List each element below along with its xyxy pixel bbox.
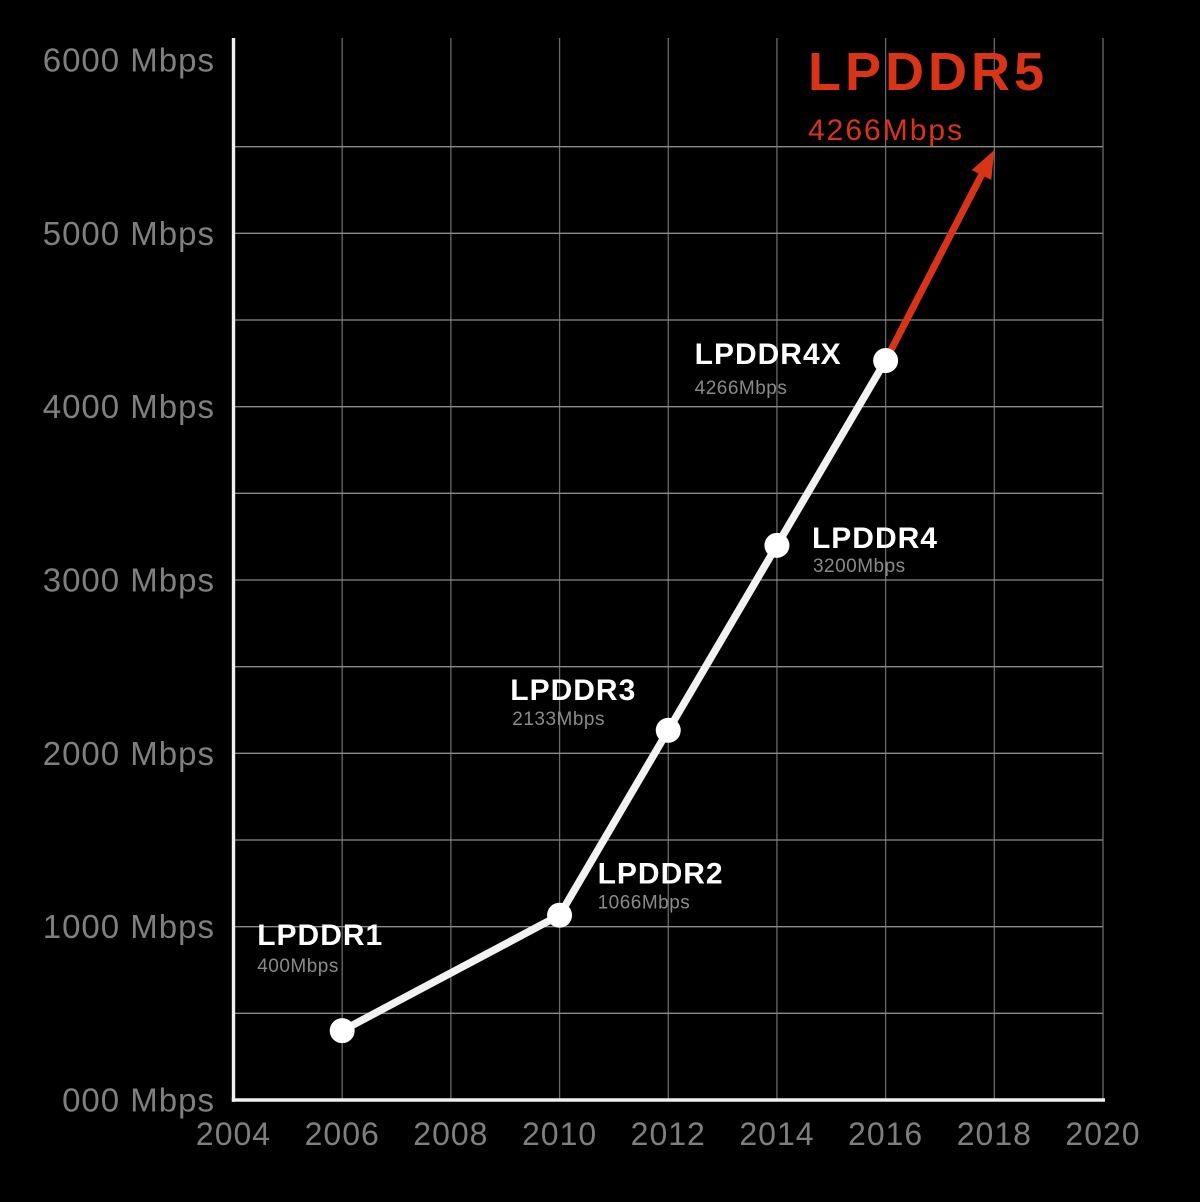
point-label: LPDDR1 bbox=[257, 919, 383, 952]
data-point-marker bbox=[655, 717, 681, 743]
point-label: LPDDR2 bbox=[598, 858, 724, 891]
data-point-marker bbox=[329, 1018, 355, 1044]
x-tick-label: 2008 bbox=[413, 1116, 488, 1152]
highlight-label-lpddr5: LPDDR5 bbox=[808, 42, 1049, 102]
data-point-marker bbox=[547, 902, 573, 928]
y-tick-label: 000 Mbps bbox=[62, 1082, 215, 1119]
y-tick-label: 5000 Mbps bbox=[43, 215, 215, 252]
point-value-label: 1066Mbps bbox=[598, 893, 691, 914]
x-tick-label: 2012 bbox=[631, 1116, 706, 1152]
x-tick-label: 2010 bbox=[522, 1116, 597, 1152]
y-tick-label: 1000 Mbps bbox=[43, 908, 215, 945]
data-point-marker bbox=[764, 532, 790, 558]
trend-arrow-shaft bbox=[882, 167, 987, 365]
x-tick-label: 2020 bbox=[1065, 1116, 1140, 1152]
point-label: LPDDR3 bbox=[510, 674, 636, 707]
point-label: LPDDR4X bbox=[695, 338, 842, 371]
x-tick-label: 2014 bbox=[739, 1116, 814, 1152]
trend-arrowhead bbox=[971, 150, 995, 181]
y-tick-label: 4000 Mbps bbox=[43, 388, 215, 425]
y-tick-label: 6000 Mbps bbox=[43, 42, 215, 79]
point-value-label: 2133Mbps bbox=[512, 709, 605, 730]
highlight-value-label: 4266Mbps bbox=[808, 114, 965, 147]
data-point-marker bbox=[873, 348, 899, 374]
point-label: LPDDR4 bbox=[812, 522, 938, 555]
point-value-label: 4266Mbps bbox=[695, 378, 788, 399]
point-value-label: 3200Mbps bbox=[813, 556, 906, 577]
point-value-label: 400Mbps bbox=[257, 956, 339, 977]
x-tick-label: 2018 bbox=[957, 1116, 1032, 1152]
y-tick-label: 2000 Mbps bbox=[43, 735, 215, 772]
x-tick-label: 2006 bbox=[305, 1116, 380, 1152]
x-tick-label: 2016 bbox=[848, 1116, 923, 1152]
x-tick-label: 2004 bbox=[196, 1116, 271, 1152]
y-tick-label: 3000 Mbps bbox=[43, 562, 215, 599]
